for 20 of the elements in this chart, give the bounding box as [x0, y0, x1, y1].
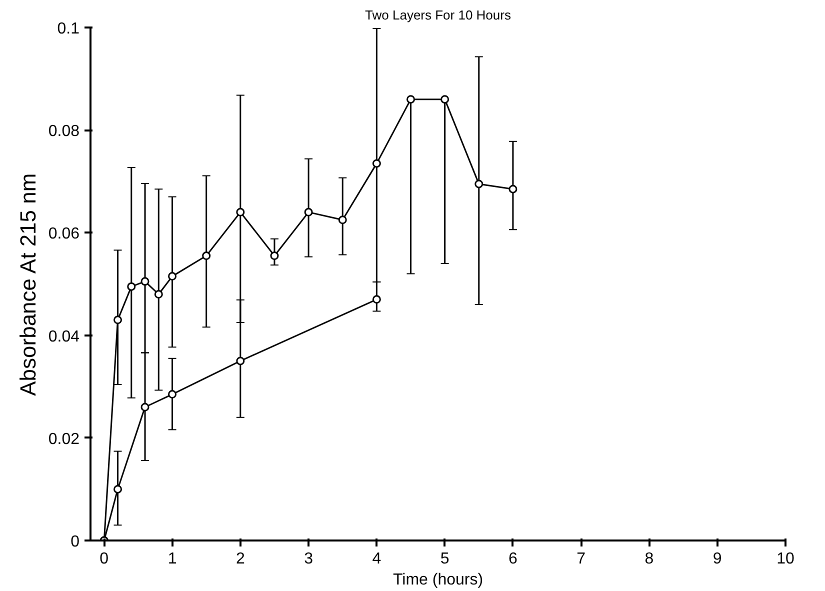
x-axis-title: Time (hours) — [392, 572, 484, 588]
x-tick-label: 3 — [304, 550, 314, 568]
y-tick-label: 0.08 — [48, 123, 80, 140]
y-tick-label: 0 — [70, 534, 80, 550]
y-tick-label: 0.02 — [48, 430, 80, 448]
x-tick-label: 6 — [508, 550, 518, 568]
x-tick-label: 4 — [372, 550, 382, 568]
x-tick-label: 1 — [168, 550, 177, 568]
x-tick-label: 8 — [644, 550, 654, 568]
chart-title: Two Layers For 10 Hours — [365, 8, 512, 22]
x-tick-label: 0 — [100, 550, 109, 568]
y-axis-title: Absorbance At 215 nm — [15, 173, 40, 396]
x-tick-label: 9 — [712, 550, 722, 568]
x-tick-label: 2 — [236, 550, 245, 568]
y-tick-label: 0.04 — [48, 328, 80, 346]
y-tick-label: 0.1 — [57, 20, 80, 38]
x-tick-label: 7 — [576, 550, 586, 568]
x-tick-label: 10 — [776, 550, 794, 568]
y-tick-label: 0.06 — [48, 226, 80, 243]
x-tick-label: 5 — [440, 550, 450, 568]
